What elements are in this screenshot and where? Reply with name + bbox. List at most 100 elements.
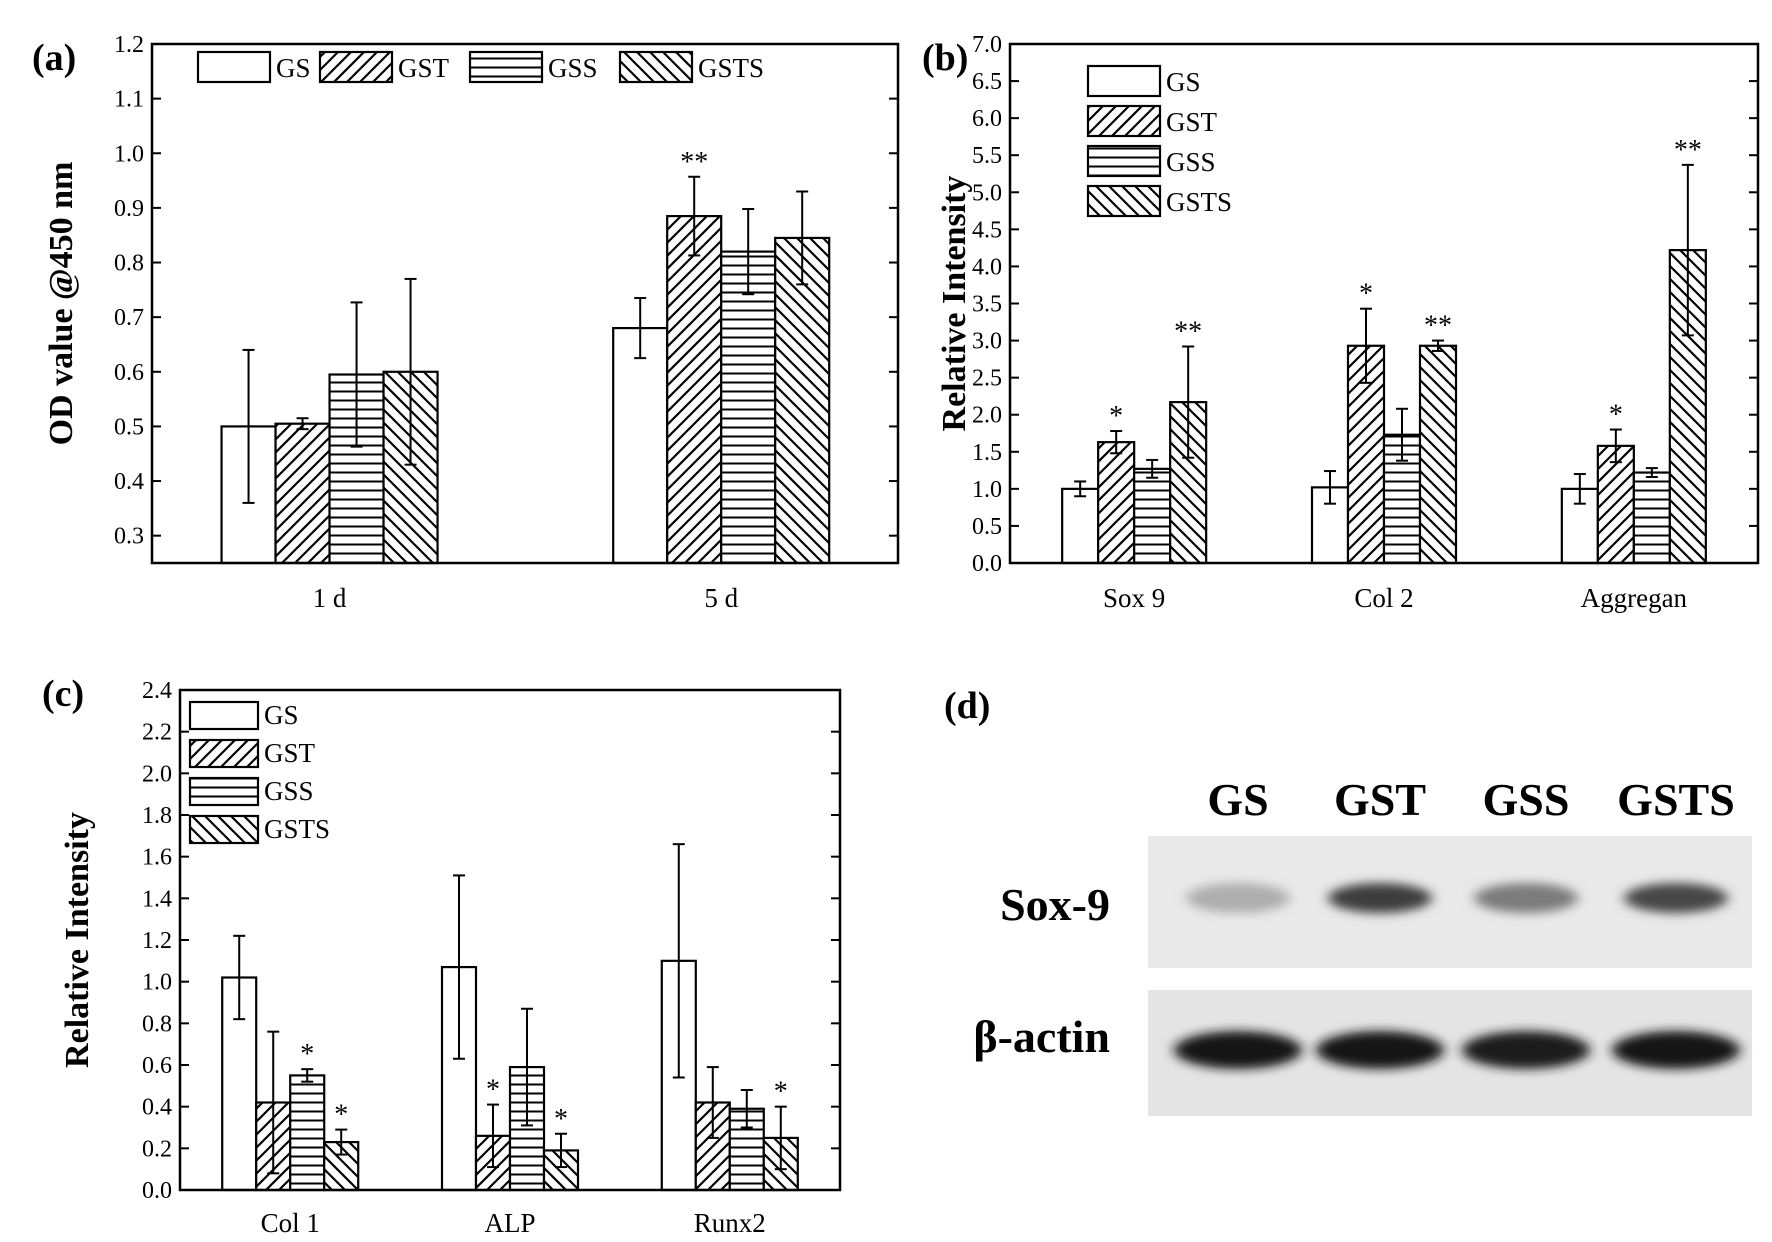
blot-row-label: Sox-9 (1000, 879, 1110, 930)
bar-gst (666, 214, 723, 565)
y-tick-label: 0.6 (114, 360, 144, 386)
legend-swatch-gst (188, 738, 260, 769)
bar-gss (289, 1074, 326, 1192)
x-tick-label: 5 d (704, 583, 738, 613)
y-tick-label: 0.8 (142, 1011, 172, 1037)
y-tick-label: 5.0 (972, 180, 1002, 206)
x-tick-label: Sox 9 (1103, 583, 1165, 613)
y-tick-label: 1.8 (142, 803, 172, 829)
significance-marker: * (774, 1077, 788, 1108)
x-tick-label: Aggregan (1581, 583, 1688, 613)
y-tick-label: 1.0 (142, 970, 172, 996)
legend-label-gst: GST (1166, 107, 1218, 137)
y-tick-label: 0.5 (114, 414, 144, 440)
panel-letter: (c) (42, 673, 84, 715)
y-tick-label: 4.0 (972, 254, 1002, 280)
y-tick-label: 0.4 (114, 469, 144, 495)
y-tick-label: 5.5 (972, 143, 1002, 169)
legend-label-gst: GST (398, 53, 450, 83)
blot-row-1: β-actin (973, 990, 1752, 1116)
lane-label-gst: GST (1334, 774, 1426, 825)
bar-gs (612, 326, 669, 565)
y-tick-label: 6.0 (972, 106, 1002, 132)
chart-panel-b: (b) 0.0 0.5 1.0 1.5 2.0 2.5 3.0 3.5 4.0 4.5 5.0 5.5 6… (922, 32, 1760, 613)
y-axis-label: Relative Intensity (59, 812, 96, 1068)
y-tick-label: 1.2 (142, 928, 172, 954)
y-tick-label: 1.0 (114, 141, 144, 167)
legend-swatch-gst (1086, 104, 1162, 138)
x-tick-label: Runx2 (694, 1208, 766, 1238)
blot-band (1624, 883, 1728, 913)
significance-marker: ** (1674, 135, 1702, 166)
y-tick-label: 1.1 (114, 87, 144, 113)
legend-swatch-gsts (188, 814, 260, 845)
blot-band (1174, 1031, 1302, 1069)
y-axis-label: Relative Intensity (936, 176, 973, 432)
bar-gst (1596, 444, 1635, 565)
blot-band (1328, 883, 1432, 913)
y-tick-label: 1.4 (142, 886, 172, 912)
bar-gsts (774, 236, 831, 565)
blot-band (1474, 883, 1578, 913)
legend-label-gst: GST (264, 738, 316, 768)
bar-gss (1133, 467, 1172, 565)
legend-label-gs: GS (276, 53, 311, 83)
blot-band (1316, 1031, 1444, 1069)
panel-letter: (a) (32, 37, 76, 79)
y-tick-label: 0.6 (142, 1053, 172, 1079)
legend: GS GST GSS GSTS (196, 50, 764, 84)
y-tick-label: 1.6 (142, 845, 172, 871)
significance-marker: * (1609, 400, 1623, 431)
y-tick-label: 0.3 (114, 524, 144, 550)
significance-marker: * (334, 1100, 348, 1131)
chart-panel-c: (c) 0.0 0.2 0.4 0.6 0.8 1.0 1.2 1.4 1.6 1.8 2.0 2.2 2… (42, 673, 842, 1238)
plot-frame (1008, 42, 1760, 565)
x-tick-label: 1 d (313, 583, 347, 613)
x-tick-label: Col 1 (261, 1208, 320, 1238)
legend-swatch-gs (188, 700, 260, 731)
y-axis-label: OD value @450 nm (43, 162, 80, 446)
lane-label-gsts: GSTS (1617, 774, 1735, 825)
panel-letter: (b) (922, 37, 968, 79)
blot-band (1462, 1031, 1590, 1069)
panel-letter: (d) (944, 685, 990, 727)
western-blot: (d) GS GST GSS GSTS Sox-9 β-actin (944, 685, 1752, 1116)
x-tick-label: Col 2 (1354, 583, 1413, 613)
bar-gs (1061, 487, 1100, 565)
bar-gss (720, 250, 777, 565)
legend-label-gss: GSS (548, 53, 598, 83)
y-tick-label: 1.2 (114, 32, 144, 58)
legend-label-gsts: GSTS (1166, 187, 1232, 217)
y-tick-label: 2.0 (972, 403, 1002, 429)
significance-marker: ** (1174, 317, 1202, 348)
chart-panel-a: (a) 0.3 0.4 0.5 0.6 0.7 0.8 0.9 1.0 1.1 1.2 OD valu… (32, 32, 900, 613)
lane-label-gss: GSS (1483, 774, 1570, 825)
y-tick-label: 0.0 (972, 551, 1002, 577)
y-tick-label: 7.0 (972, 32, 1002, 58)
y-tick-label: 2.4 (142, 678, 172, 704)
plot-frame (150, 42, 900, 565)
bar-gsts (1418, 344, 1458, 565)
y-tick-label: 3.0 (972, 329, 1002, 355)
significance-marker: * (1109, 401, 1123, 432)
significance-marker: ** (1424, 311, 1452, 342)
x-tick-label: ALP (484, 1208, 535, 1238)
legend-label-gsts: GSTS (264, 814, 330, 844)
legend-swatch-gss (188, 776, 260, 807)
legend-swatch-gsts (618, 50, 694, 84)
legend-swatch-gst (318, 50, 394, 84)
y-tick-label: 0.7 (114, 305, 144, 331)
y-tick-label: 6.5 (972, 69, 1002, 95)
blot-row-0: Sox-9 (1000, 836, 1752, 968)
bar-gst (274, 422, 331, 565)
blot-row-label: β-actin (973, 1011, 1110, 1062)
legend-label-gsts: GSTS (698, 53, 764, 83)
y-tick-label: 2.0 (142, 761, 172, 787)
y-tick-label: 0.0 (142, 1178, 172, 1204)
legend: GS GST GSS GSTS (1086, 64, 1232, 218)
y-tick-label: 0.8 (114, 251, 144, 277)
legend-swatch-gsts (1086, 184, 1162, 218)
y-tick-label: 0.4 (142, 1095, 172, 1121)
legend-swatch-gs (196, 50, 272, 84)
significance-marker: * (300, 1039, 314, 1070)
